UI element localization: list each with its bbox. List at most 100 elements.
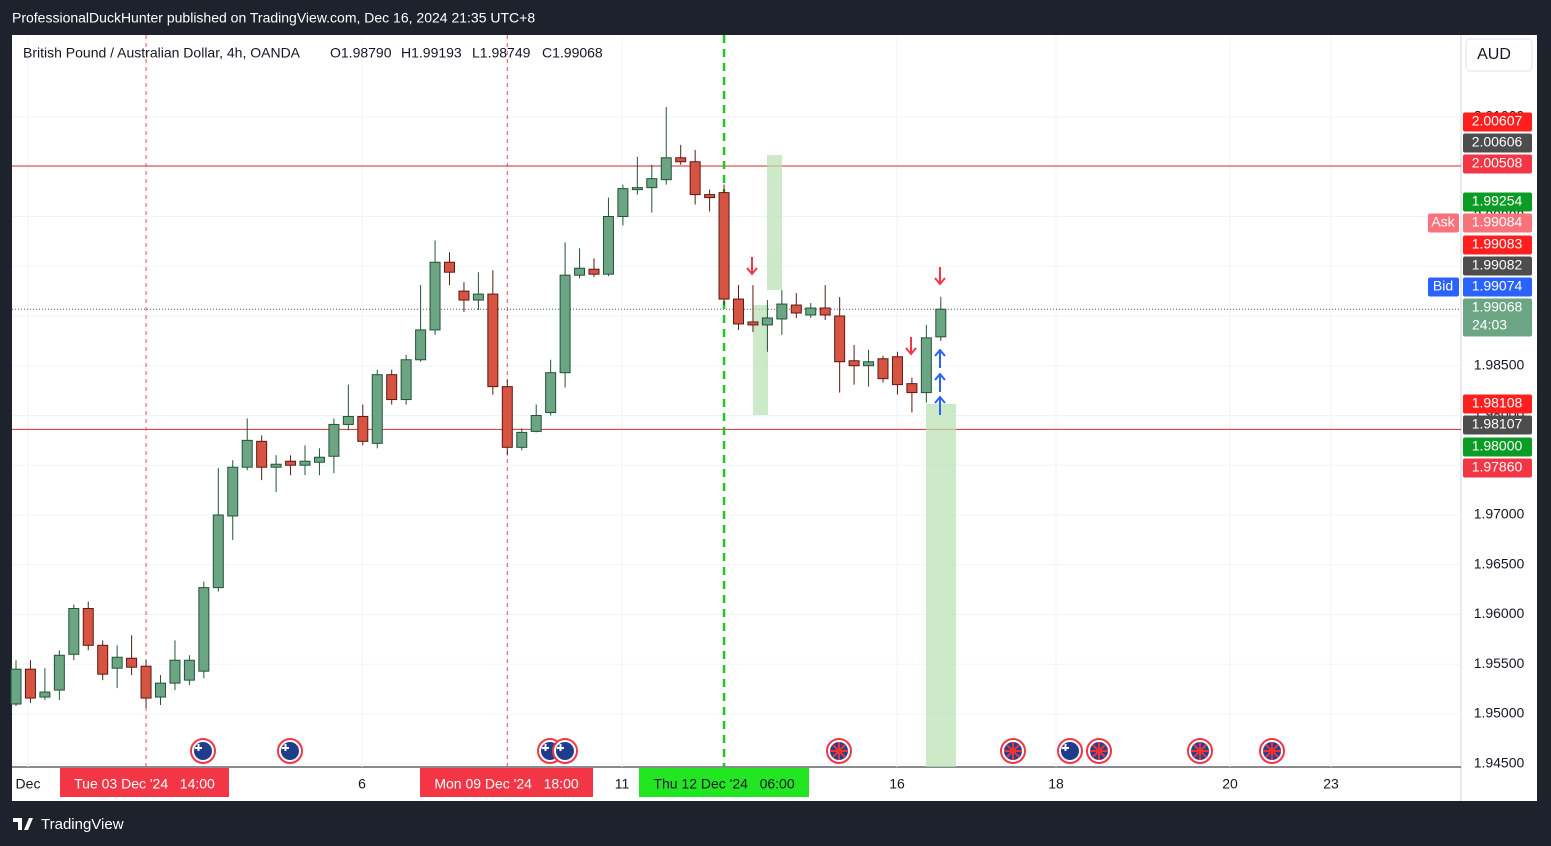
- price-badge-label: 1.98000: [1472, 438, 1523, 454]
- candle-body: [183, 659, 195, 681]
- y-tick-label: 1.95500: [1474, 655, 1525, 671]
- candle-body: [848, 360, 860, 367]
- candle-body: [863, 361, 875, 367]
- legend-symbol: British Pound / Australian Dollar, 4h, O…: [23, 45, 301, 61]
- buy-arrow: [934, 395, 946, 415]
- x-tick-label: 11: [615, 776, 630, 792]
- legend-ohlc: H1.99193: [401, 45, 462, 61]
- price-badge-label: 1.99084: [1472, 214, 1523, 230]
- candle-body: [805, 307, 817, 316]
- candle-body: [328, 423, 340, 457]
- price-badge-label: 2.00607: [1472, 113, 1523, 129]
- tv-logo: TradingView: [13, 816, 124, 833]
- candle-body: [877, 358, 889, 380]
- price-badge-label: 1.99083: [1472, 236, 1523, 252]
- candle-body: [227, 466, 239, 517]
- event-flag: [556, 742, 574, 760]
- price-badge: [1463, 256, 1532, 276]
- candle-body: [704, 194, 716, 199]
- candle-body: [747, 321, 759, 326]
- position-box: [753, 305, 768, 415]
- event-icons: [190, 738, 1285, 764]
- candle-body: [299, 460, 311, 466]
- candle-body: [256, 440, 268, 468]
- candle-body: [617, 188, 629, 217]
- candle-body: [574, 267, 586, 276]
- currency-label[interactable]: AUD: [1477, 46, 1511, 63]
- position-box: [767, 155, 782, 290]
- candle-body: [545, 372, 557, 413]
- candle-body: [501, 386, 513, 448]
- candle-body: [386, 374, 398, 401]
- buy-arrow: [934, 372, 946, 392]
- event-flag-cross: [1263, 742, 1281, 760]
- price-badge: [1463, 437, 1532, 457]
- sell-arrow: [934, 267, 946, 286]
- candle-body: [342, 415, 354, 425]
- candle-body: [790, 304, 802, 314]
- candle-body: [516, 431, 528, 448]
- time-marker-box: [60, 768, 229, 797]
- candle-body: [415, 329, 427, 361]
- candle-body: [733, 298, 744, 325]
- y-tick-label: 1.96500: [1474, 555, 1525, 571]
- price-badge-label: 2.00508: [1472, 155, 1523, 171]
- candle-body: [241, 439, 253, 468]
- time-marker-label: Mon 09 Dec '24 18:00: [434, 776, 579, 792]
- event-flag: [281, 742, 299, 760]
- candle-body: [646, 178, 658, 189]
- candle-body: [776, 303, 788, 320]
- price-badge-label: 1.98107: [1472, 416, 1523, 432]
- event-flag-cross: [1062, 744, 1069, 751]
- price-badge: [1463, 298, 1532, 337]
- candle-body: [487, 293, 499, 388]
- y-tick-label: 1.97000: [1474, 506, 1525, 522]
- y-tick-label: 1.94500: [1474, 754, 1525, 770]
- price-badge: [1463, 277, 1532, 297]
- price-badge: [1463, 394, 1532, 414]
- event-flag-cross: [1004, 742, 1022, 760]
- candle-body: [285, 460, 297, 466]
- footer: TradingView: [41, 816, 124, 833]
- price-badge: [1463, 458, 1532, 478]
- buy-arrow: [934, 348, 946, 368]
- event-flag-cross: [1191, 742, 1209, 760]
- event-flag-cross: [557, 744, 564, 751]
- candle-body: [660, 157, 672, 181]
- event-flag-cross: [282, 744, 289, 751]
- header: ProfessionalDuckHunter published on Trad…: [12, 10, 535, 26]
- candle-body: [198, 587, 210, 672]
- price-badge: [1463, 213, 1532, 233]
- x-tick-label: 16: [889, 776, 905, 792]
- signal-arrows: [746, 257, 946, 415]
- candle-body: [270, 463, 282, 468]
- event-flag-cross: [1090, 742, 1108, 760]
- price-badge-label: 2.00606: [1472, 134, 1523, 150]
- candle-body: [444, 261, 455, 273]
- candle-body: [400, 359, 412, 401]
- time-marker-label: Tue 03 Dec '24 14:00: [74, 776, 215, 792]
- price-badge: [1463, 112, 1532, 132]
- y-tick-label: 1.95000: [1474, 705, 1525, 721]
- candle-body: [689, 161, 701, 196]
- candle-body: [111, 656, 123, 669]
- price-badge-label: 1.98108: [1472, 395, 1523, 411]
- legend-ohlc: L1.98749: [472, 45, 531, 61]
- candle-body: [834, 315, 846, 363]
- candle-body: [718, 192, 730, 300]
- candle-body: [68, 608, 80, 655]
- candle-body: [82, 608, 94, 646]
- currency-button[interactable]: [1465, 38, 1533, 72]
- chart-panel: [12, 35, 1537, 801]
- y-tick-label: 1.98500: [1474, 356, 1525, 372]
- price-badge: [1463, 415, 1532, 435]
- candle-body: [675, 157, 687, 163]
- x-tick-label: 6: [358, 776, 366, 792]
- candle-body: [39, 691, 51, 698]
- candle-body: [357, 415, 369, 442]
- position-box: [926, 404, 956, 767]
- candle-body: [97, 644, 109, 675]
- candle-body: [920, 337, 932, 394]
- candle-body: [212, 514, 224, 589]
